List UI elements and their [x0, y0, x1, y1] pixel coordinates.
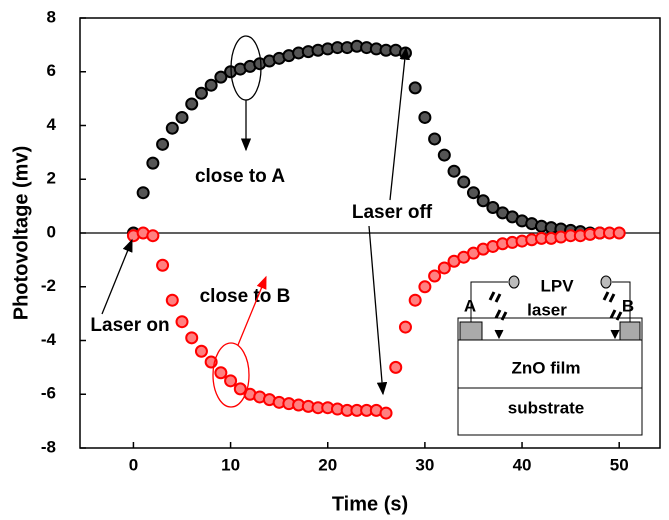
y-tick-label: 2 [47, 169, 56, 188]
data-point [398, 320, 412, 334]
data-point [156, 258, 170, 272]
laser-beam [602, 291, 616, 303]
data-point [214, 70, 228, 84]
data-point [428, 132, 442, 146]
highlight-ellipse [212, 342, 250, 408]
data-point [437, 261, 451, 275]
data-point [418, 280, 432, 294]
data-point [408, 81, 422, 95]
data-point [408, 293, 422, 307]
annotation: Laser on [90, 315, 169, 336]
data-point [466, 186, 480, 200]
y-tick-label: -2 [41, 276, 56, 295]
data-point [175, 110, 189, 124]
inset-label: laser [527, 300, 567, 319]
data-point [612, 226, 626, 240]
y-tick-label: 0 [47, 222, 56, 241]
y-tick-label: -4 [41, 330, 57, 349]
x-tick-label: 30 [415, 455, 434, 474]
arrow [368, 225, 388, 396]
data-point [194, 344, 208, 358]
laser-spot [494, 329, 620, 340]
data-point [194, 86, 208, 100]
data-point [165, 121, 179, 135]
x-axis-label: Time (s) [332, 493, 408, 515]
annotation: Laser off [352, 202, 433, 223]
electrode [619, 321, 641, 341]
annotation: close to B [200, 286, 291, 307]
data-point [428, 269, 442, 283]
x-tick-label: 0 [129, 455, 138, 474]
data-point [185, 97, 199, 111]
data-point [175, 315, 189, 329]
laser-beam [494, 309, 508, 321]
zno-film [457, 339, 643, 389]
inset-label: substrate [508, 398, 585, 417]
data-point [233, 382, 247, 396]
inset-label: A [464, 296, 476, 315]
arrow [389, 46, 410, 201]
arrow [237, 275, 267, 346]
inset-label: B [622, 296, 634, 315]
laser-beam [488, 291, 502, 303]
x-tick-label: 10 [221, 455, 240, 474]
data-point [418, 110, 432, 124]
annotation: close to A [195, 166, 285, 187]
data-point [379, 406, 393, 420]
y-tick-label: -6 [41, 384, 56, 403]
x-tick-label: 50 [610, 455, 629, 474]
data-point [486, 200, 500, 214]
electrode [459, 321, 483, 341]
data-point [146, 156, 160, 170]
data-point [476, 194, 490, 208]
x-tick-label: 20 [318, 455, 337, 474]
y-tick-label: 6 [47, 61, 56, 80]
voltmeter [600, 275, 612, 289]
data-point [136, 186, 150, 200]
voltmeter [508, 275, 520, 289]
y-tick-label: 4 [47, 115, 57, 134]
inset-label: LPV [540, 276, 574, 295]
y-axis-label: Photovoltage (mv) [10, 146, 32, 320]
x-tick-label: 40 [513, 455, 532, 474]
y-tick-label: 8 [47, 7, 56, 26]
data-point [224, 374, 238, 388]
data-point [185, 331, 199, 345]
inset-label: ZnO film [512, 358, 581, 377]
data-point [457, 175, 471, 189]
data-point [156, 137, 170, 151]
data-point [447, 164, 461, 178]
data-point [437, 148, 451, 162]
data-point [204, 78, 218, 92]
data-point [214, 366, 228, 380]
arrow [101, 238, 133, 315]
data-point [146, 229, 160, 243]
laser-beam [609, 309, 623, 321]
data-point [165, 293, 179, 307]
wire [470, 281, 631, 322]
data-point [389, 360, 403, 374]
y-tick-label: -8 [41, 437, 56, 456]
